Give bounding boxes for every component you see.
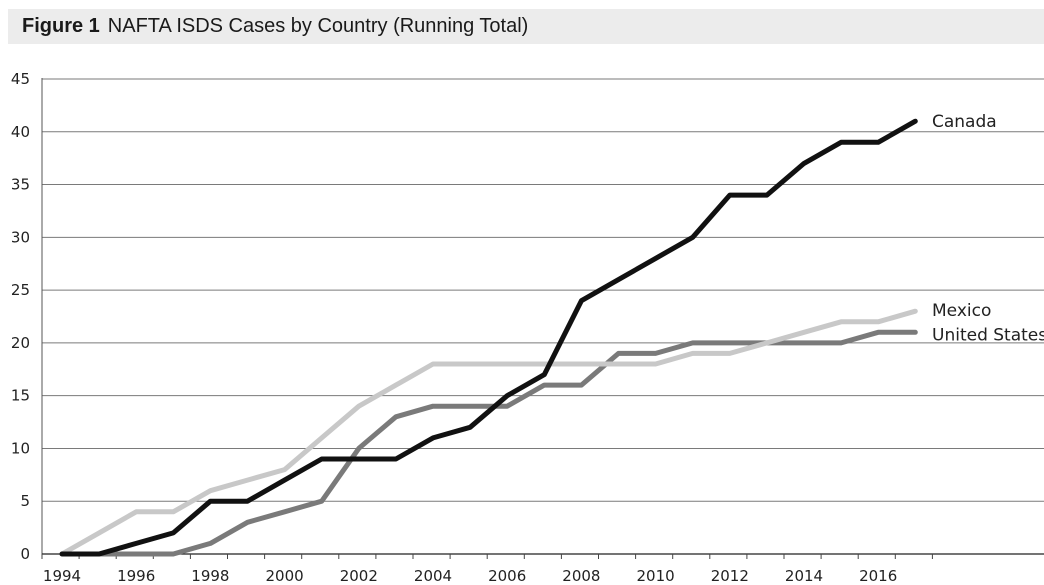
- x-tick-label-2012: 2012: [711, 567, 749, 585]
- y-tick-label-5: 5: [20, 492, 30, 510]
- y-tick-label-15: 15: [11, 387, 30, 405]
- series-line-mexico: [59, 308, 918, 557]
- series-label-canada: Canada: [932, 112, 997, 132]
- x-tick-label-2002: 2002: [340, 567, 378, 585]
- grid-lines: [42, 78, 1044, 502]
- figure-caption: NAFTA ISDS Cases by Country (Running Tot…: [107, 15, 529, 37]
- series-line-canada: [59, 118, 918, 557]
- y-tick-label-25: 25: [11, 281, 30, 299]
- y-tick-label-30: 30: [11, 228, 30, 246]
- x-tick-label-2016: 2016: [859, 567, 897, 585]
- series-label-mexico: Mexico: [932, 301, 991, 321]
- x-axis-ticks: 1994 1996 1998 2000 2002 2004 2006 2008 2010 2012…: [41, 554, 933, 585]
- y-axis-ticks: 0 5 10 15 20 25 30 35 40 45: [11, 70, 30, 563]
- x-tick-label-2010: 2010: [637, 567, 675, 585]
- series-lines: [59, 118, 918, 557]
- x-tick-label-2014: 2014: [785, 567, 823, 585]
- x-tick-label-2000: 2000: [266, 567, 304, 585]
- series-label-united-states: United States: [932, 325, 1044, 345]
- x-tick-label-1998: 1998: [191, 567, 229, 585]
- figure-title: Figure 1 NAFTA ISDS Cases by Country (Run…: [22, 15, 528, 38]
- y-tick-label-40: 40: [11, 123, 30, 141]
- figure-title-bar: Figure 1 NAFTA ISDS Cases by Country (Run…: [8, 9, 1044, 44]
- y-tick-label-35: 35: [11, 176, 30, 194]
- y-tick-label-10: 10: [11, 439, 30, 457]
- axes: [41, 78, 1044, 555]
- x-tick-label-1994: 1994: [43, 567, 81, 585]
- y-tick-label-0: 0: [20, 545, 30, 563]
- x-tick-label-2004: 2004: [414, 567, 452, 585]
- x-tick-label-2006: 2006: [488, 567, 526, 585]
- y-tick-label-45: 45: [11, 70, 30, 88]
- series-labels: Canada Mexico United States: [932, 112, 1044, 345]
- y-tick-label-20: 20: [11, 334, 30, 352]
- x-tick-label-2008: 2008: [562, 567, 600, 585]
- x-tick-label-1996: 1996: [117, 567, 155, 585]
- figure-label: Figure 1: [22, 15, 100, 37]
